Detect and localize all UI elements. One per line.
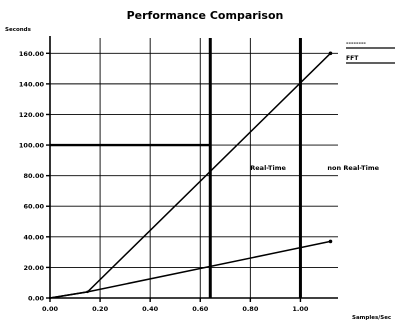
data-point	[48, 296, 52, 300]
series-line	[49, 240, 331, 299]
x-axis-label: Samples/Sec	[352, 315, 391, 321]
y-tick-label: 100.00	[19, 142, 45, 150]
tick-labels: 0.00 20.00 40.00 60.00 80.00 100.00 120.00 140.…	[19, 50, 309, 313]
y-tick-label: 60.00	[23, 203, 44, 211]
reference-label: non Real-Time	[327, 164, 379, 172]
data-point	[86, 290, 89, 294]
x-tick-label: 0.00	[42, 305, 59, 313]
reference-label: Real-Time	[250, 164, 286, 172]
legend-entry-1: --------	[346, 40, 366, 47]
reference-lines: Real-Time non Real-Time	[50, 38, 380, 298]
chart-title: Performance Comparison	[127, 9, 284, 22]
y-tick-label: 0.00	[28, 295, 45, 303]
x-tick-label: 1.00	[292, 305, 309, 313]
legend: -------- FFT	[346, 40, 395, 64]
y-tick-label: 40.00	[23, 233, 44, 241]
grid	[49, 38, 338, 299]
legend-entry-2: FFT	[346, 55, 359, 62]
x-tick-label: 0.20	[92, 305, 109, 313]
x-tick-label: 0.40	[142, 305, 159, 313]
y-tick-label: 160.00	[19, 50, 45, 58]
data-point	[328, 239, 333, 244]
x-tick-label: 0.60	[192, 305, 209, 313]
y-axis-label: Seconds	[5, 27, 32, 33]
series	[48, 51, 333, 300]
axes	[46, 36, 338, 302]
data-point	[328, 51, 333, 56]
y-tick-label: 80.00	[23, 172, 44, 180]
y-tick-label: 140.00	[19, 80, 45, 88]
x-tick-label: 0.80	[242, 305, 259, 313]
y-tick-label: 120.00	[19, 111, 45, 119]
y-tick-label: 20.00	[23, 264, 44, 272]
